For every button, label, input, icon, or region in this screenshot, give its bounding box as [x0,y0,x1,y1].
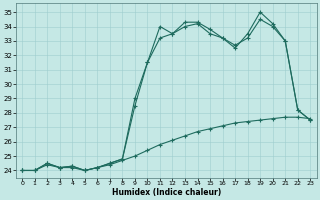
X-axis label: Humidex (Indice chaleur): Humidex (Indice chaleur) [112,188,221,197]
